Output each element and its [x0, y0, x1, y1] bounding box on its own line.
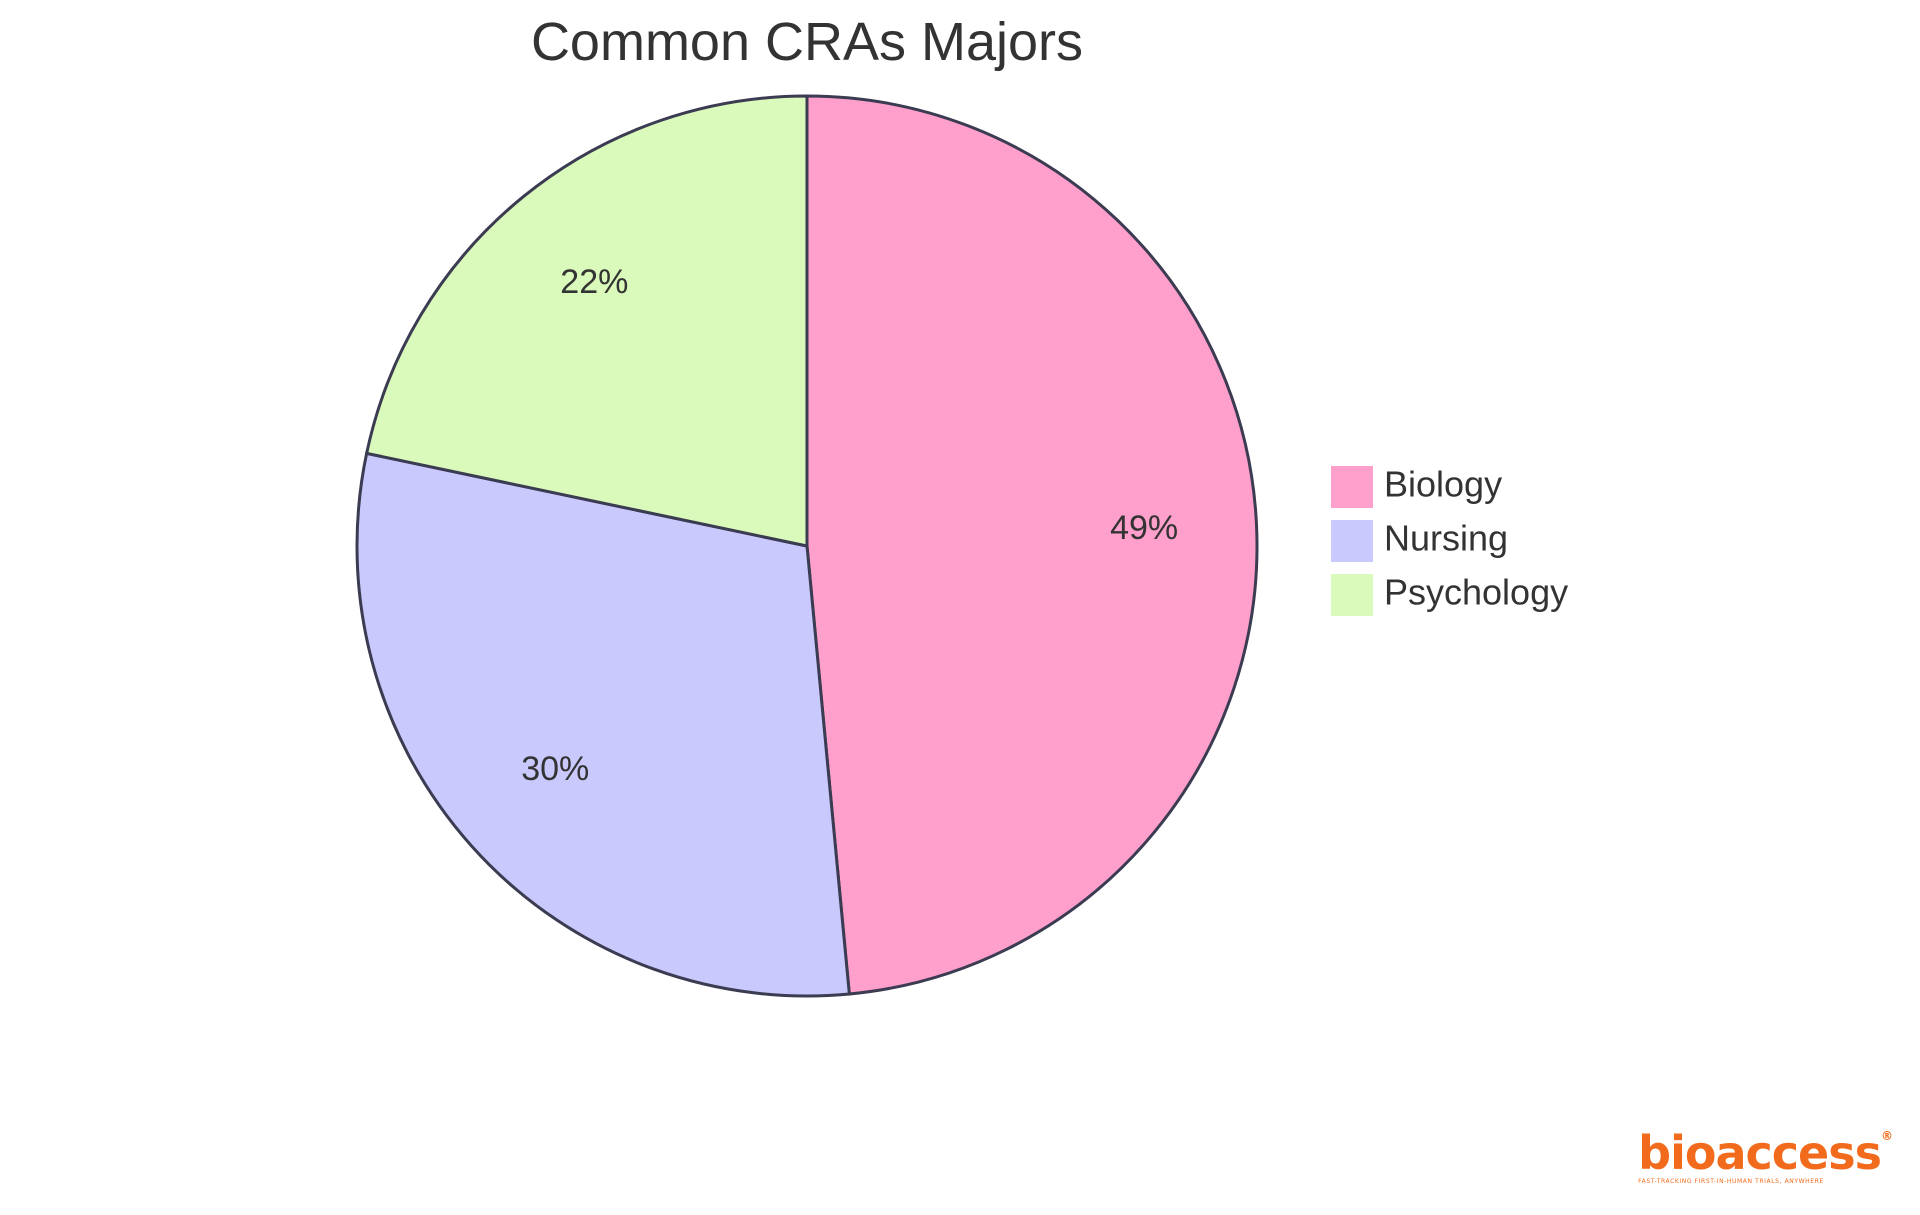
- logo-tagline: FAST-TRACKING FIRST-IN-HUMAN TRIALS, ANY…: [1638, 1178, 1824, 1185]
- legend-label-psychology: Psychology: [1384, 572, 1568, 613]
- logo-text: bioaccess: [1638, 1126, 1882, 1180]
- pie-slices: [355, 94, 1259, 998]
- legend-swatch-nursing: [1329, 518, 1375, 564]
- legend-swatch-psychology: [1329, 572, 1375, 618]
- legend-label-nursing: Nursing: [1384, 518, 1508, 559]
- pie-slice-biology: [805, 94, 1259, 996]
- slice-label-nursing: 30%: [521, 750, 589, 788]
- legend-label-biology: Biology: [1384, 464, 1502, 505]
- legend-swatch-biology: [1329, 464, 1375, 510]
- chart-title: Common CRAs Majors: [531, 12, 1083, 72]
- slice-label-biology: 49%: [1110, 509, 1178, 547]
- legend: Biology Nursing Psychology: [1329, 464, 1568, 618]
- registered-mark: ®: [1881, 1129, 1893, 1143]
- pie-slice-nursing: [355, 451, 851, 998]
- bioaccess-logo: bioaccess® FAST-TRACKING FIRST-IN-HUMAN …: [1638, 1129, 1893, 1185]
- pie-slice-labels: 49% 30% 22%: [521, 263, 1178, 788]
- slice-label-psychology: 22%: [560, 263, 628, 301]
- pie-slice-psychology: [364, 94, 809, 548]
